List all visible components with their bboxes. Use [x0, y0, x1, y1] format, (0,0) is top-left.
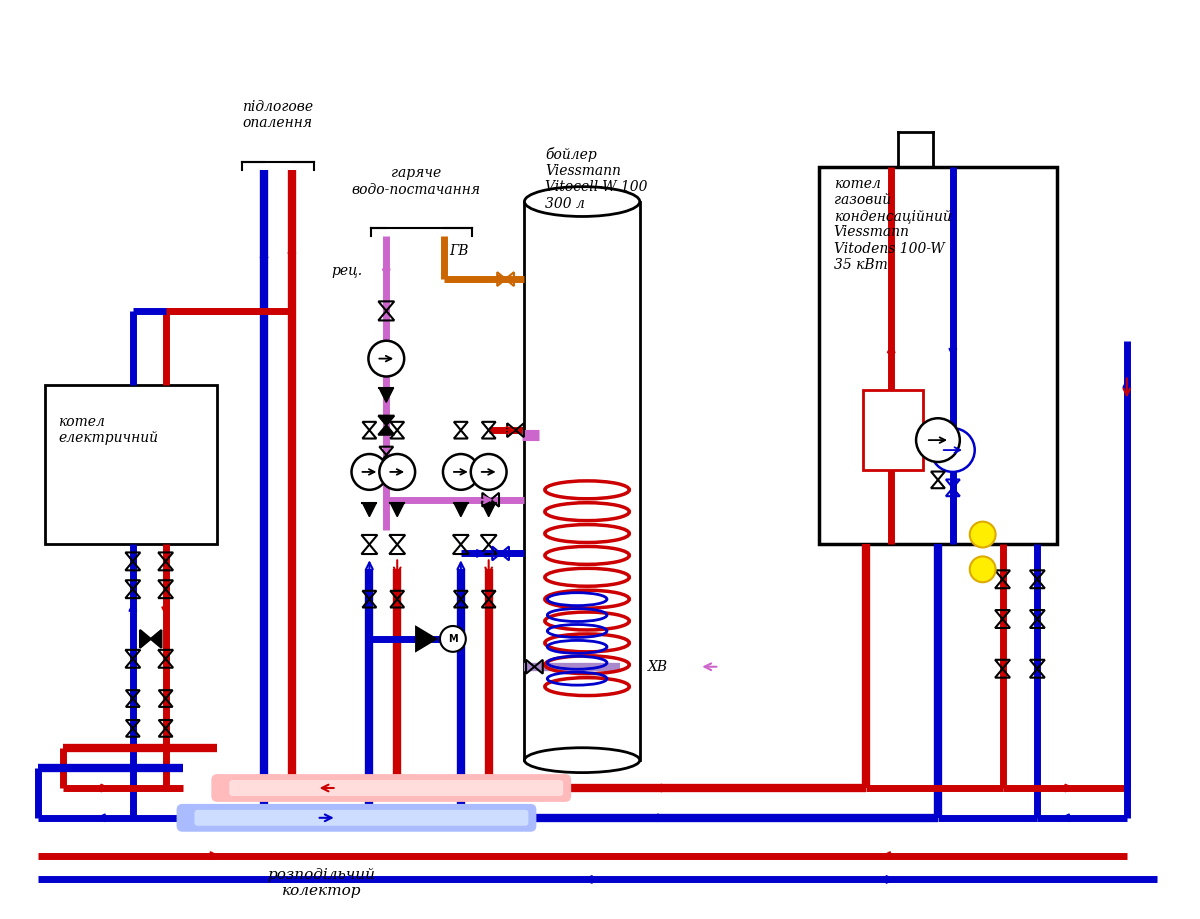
Circle shape: [352, 454, 388, 490]
Circle shape: [470, 454, 506, 490]
Bar: [524, 201, 640, 760]
Circle shape: [931, 428, 974, 472]
Polygon shape: [140, 630, 151, 648]
Text: M: M: [448, 634, 457, 644]
Polygon shape: [362, 503, 377, 516]
Text: рец.: рец.: [331, 264, 362, 278]
Polygon shape: [378, 425, 395, 435]
FancyBboxPatch shape: [176, 804, 536, 832]
Polygon shape: [454, 503, 468, 516]
Polygon shape: [379, 389, 394, 403]
Polygon shape: [151, 630, 162, 648]
Text: котел
електричний: котел електричний: [59, 415, 158, 446]
FancyBboxPatch shape: [229, 780, 563, 796]
Text: розподільчий
колектор: розподільчий колектор: [268, 868, 376, 898]
Circle shape: [970, 522, 996, 548]
FancyBboxPatch shape: [211, 774, 571, 802]
Circle shape: [916, 418, 960, 462]
Polygon shape: [481, 503, 496, 516]
Text: бойлер
Viessmann
Vitocell-W 100
300 л: бойлер Viessmann Vitocell-W 100 300 л: [545, 147, 648, 210]
Text: ХВ: ХВ: [648, 660, 668, 674]
Bar: [818, 166, 1057, 544]
FancyBboxPatch shape: [194, 810, 528, 826]
Circle shape: [443, 454, 479, 490]
Polygon shape: [390, 503, 404, 516]
Bar: [863, 391, 923, 470]
Ellipse shape: [524, 748, 640, 773]
Bar: [46, 385, 217, 544]
Polygon shape: [378, 415, 395, 425]
Ellipse shape: [524, 187, 640, 217]
Circle shape: [970, 556, 996, 583]
Text: котел
газовий
конденсаційний
Viessmann
Vitodens 100-W
35 кВт: котел газовий конденсаційний Viessmann V…: [834, 176, 952, 272]
Circle shape: [379, 454, 415, 490]
Circle shape: [440, 626, 466, 652]
Text: підлогове
опалення: підлогове опалення: [242, 100, 313, 130]
Text: ГВ: ГВ: [449, 244, 468, 258]
Polygon shape: [416, 627, 436, 651]
Circle shape: [368, 341, 404, 377]
Text: гаряче
водо-постачання: гаряче водо-постачання: [352, 166, 481, 197]
